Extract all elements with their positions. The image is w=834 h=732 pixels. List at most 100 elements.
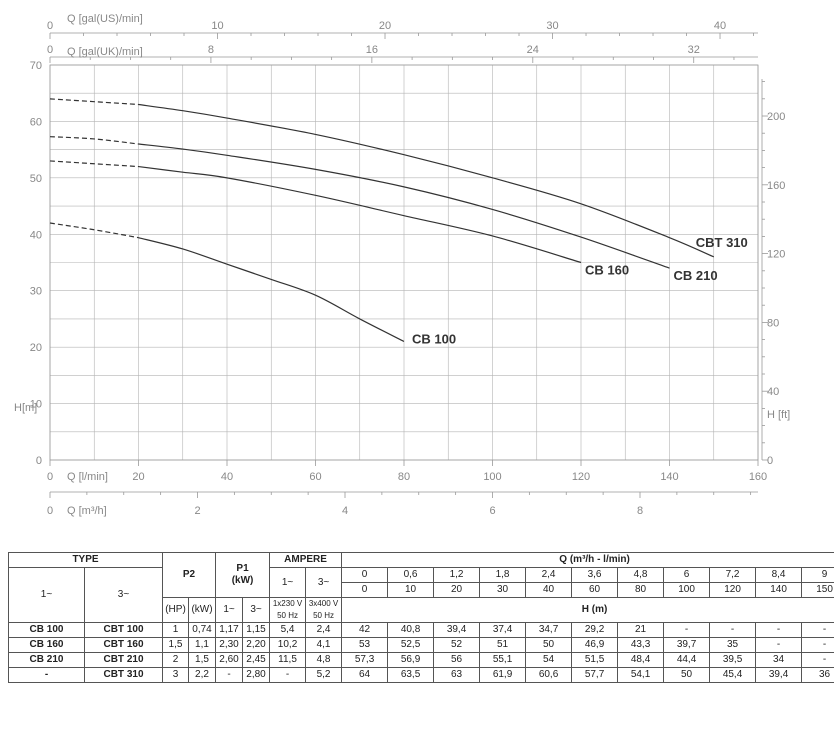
y-tick-label: 0 [36,455,42,467]
head-cell: 50 [525,637,573,653]
type-three-phase: 3~ [84,567,163,623]
curve-cb-160 [138,165,582,264]
y2-tick-label: 160 [767,180,785,192]
curve-cb-100 [138,237,405,343]
type-3-cell: CBT 160 [84,637,163,653]
p2-kw-unit: (kW) [187,597,217,623]
q-m3h-cell: 2,4 [525,567,573,583]
p1-1-cell: - [215,667,244,683]
head-cell: 54 [525,652,573,668]
head-cell: - [709,622,757,638]
head-cell: 56 [433,652,481,668]
lmin-tick-label: 120 [572,471,590,483]
gal-uk-tick-label: 0 [47,44,53,56]
p1-3-cell: 2,20 [242,637,271,653]
type-3-cell: CBT 310 [84,667,163,683]
head-cell: 40,8 [387,622,435,638]
p1-header: P1 (kW) [215,552,271,598]
y-tick-label: 70 [30,60,42,72]
q-m3h-cell: 4,8 [617,567,665,583]
lmin-tick-label: 160 [749,471,767,483]
curve-label-cbt-310: CBT 310 [696,235,748,250]
type-1-cell: CB 160 [8,637,85,653]
head-cell: - [755,637,803,653]
gal-us-tick-label: 20 [379,20,391,32]
q-lmin-cell: 80 [617,582,665,598]
head-cell: 34 [755,652,803,668]
head-cell: 51,5 [571,652,619,668]
q-lmin-cell: 100 [663,582,711,598]
head-cell: - [801,637,834,653]
curve-cbt-310-dashed [49,98,139,106]
q-m3h-cell: 0,6 [387,567,435,583]
ampere-1-cell: 10,2 [269,637,307,653]
p1-three-phase: 3~ [242,597,271,623]
lmin-tick-label: 40 [221,471,233,483]
head-cell: - [801,652,834,668]
gal-us-tick-label: 30 [546,20,558,32]
head-cell: 53 [341,637,389,653]
p2-kw-cell: 2,2 [187,667,217,683]
gal-uk-tick-label: 32 [688,44,700,56]
p2-kw-cell: 0,74 [187,622,217,638]
q-header: Q (m³/h - l/min) [341,552,834,568]
q-m3h-cell: 1,2 [433,567,481,583]
p2-hp-cell: 1 [162,622,189,638]
head-cell: 50 [663,667,711,683]
p1-3-cell: 1,15 [242,622,271,638]
lmin-axis-label: Q [l/min] [67,471,108,483]
head-cell: 51 [479,637,527,653]
type-1-cell: CB 210 [8,652,85,668]
p1-3-cell: 2,80 [242,667,271,683]
y2-tick-label: 120 [767,249,785,261]
y2-tick-label: 80 [767,317,779,329]
h-label: H (m) [341,597,834,623]
ampere-3-cell: 5,2 [305,667,343,683]
ampere-three-phase: 3~ [305,567,343,598]
gal-us-axis-label: Q [gal(US)/min] [67,13,143,25]
head-cell: 34,7 [525,622,573,638]
q-lmin-cell: 30 [479,582,527,598]
y-tick-label: 40 [30,229,42,241]
y2-tick-label: 200 [767,111,785,123]
head-cell: 43,3 [617,637,665,653]
y-tick-label: 60 [30,116,42,128]
type-1-cell: CB 100 [8,622,85,638]
p1-1-cell: 1,17 [215,622,244,638]
q-lmin-cell: 120 [709,582,757,598]
y-axis-label: H[m] [14,402,37,414]
p2-hp-cell: 2 [162,652,189,668]
q-lmin-cell: 40 [525,582,573,598]
q-m3h-cell: 3,6 [571,567,619,583]
gal-uk-tick-label: 16 [366,44,378,56]
ampere-1-cell: 5,4 [269,622,307,638]
head-cell: 52 [433,637,481,653]
head-cell: 56,9 [387,652,435,668]
table-row: CB 100 CBT 100 1 0,74 1,17 1,15 5,4 2,4 42 40,8 39… [8,622,834,638]
type-3-cell: CBT 210 [84,652,163,668]
performance-table: TYPE P2 P1 (kW) AMPERE Q (m³/h - l/min) 1… [8,552,834,683]
y2-tick-label: 0 [767,455,773,467]
head-cell: 48,4 [617,652,665,668]
p2-hp-cell: 3 [162,667,189,683]
q-m3h-cell: 9 [801,567,834,583]
p2-hp-unit: (HP) [162,597,189,623]
head-cell: 21 [617,622,665,638]
curve-cb-210-dashed [49,136,139,145]
q-m3h-cell: 1,8 [479,567,527,583]
q-lmin-cell: 140 [755,582,803,598]
head-cell: 42 [341,622,389,638]
gal-us-tick-label: 40 [714,20,726,32]
y2-tick-label: 40 [767,386,779,398]
head-cell: 63,5 [387,667,435,683]
curve-cb-210 [138,143,670,269]
y-tick-label: 20 [30,342,42,354]
lmin-tick-label: 0 [47,471,53,483]
y-tick-label: 30 [30,286,42,298]
m3h-tick-label: 0 [47,505,53,517]
head-cell: 35 [709,637,757,653]
ampere-header: AMPERE [269,552,343,568]
gal-uk-tick-label: 24 [527,44,539,56]
ampere-3-cell: 4,1 [305,637,343,653]
